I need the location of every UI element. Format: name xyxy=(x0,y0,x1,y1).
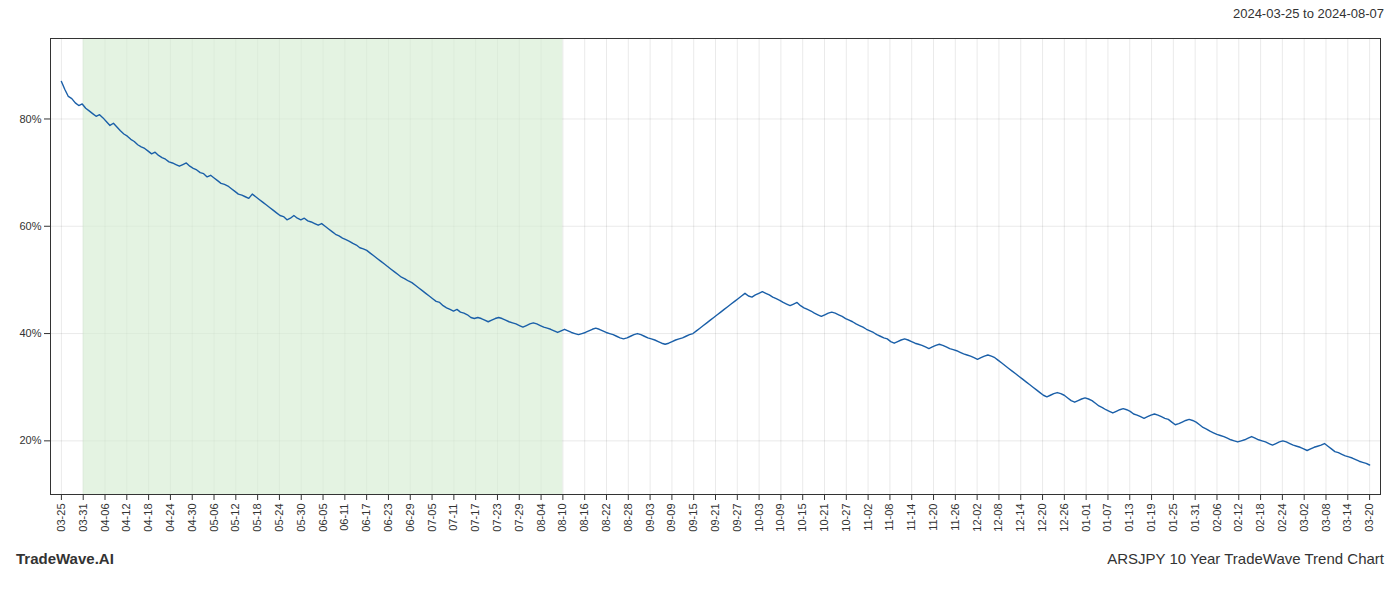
svg-text:07-05: 07-05 xyxy=(426,504,438,532)
svg-text:11-26: 11-26 xyxy=(949,504,961,531)
svg-text:07-29: 07-29 xyxy=(513,504,525,532)
svg-text:40%: 40% xyxy=(19,327,41,339)
svg-text:06-11: 06-11 xyxy=(338,504,350,531)
svg-text:06-17: 06-17 xyxy=(360,504,372,532)
svg-text:10-15: 10-15 xyxy=(796,504,808,532)
svg-text:11-02: 11-02 xyxy=(862,504,874,531)
svg-text:01-31: 01-31 xyxy=(1189,504,1201,532)
svg-text:10-03: 10-03 xyxy=(753,504,765,532)
html-text:TradeWave.AI: TradeWave.AI xyxy=(16,550,114,567)
svg-text:02-18: 02-18 xyxy=(1254,504,1266,532)
svg-text:01-25: 01-25 xyxy=(1167,504,1179,532)
svg-text:03-31: 03-31 xyxy=(77,504,89,532)
svg-text:05-30: 05-30 xyxy=(295,504,307,532)
svg-text:08-22: 08-22 xyxy=(600,504,612,532)
svg-text:04-24: 04-24 xyxy=(164,504,176,532)
svg-text:07-11: 07-11 xyxy=(447,504,459,531)
svg-text:06-23: 06-23 xyxy=(382,504,394,532)
svg-text:20%: 20% xyxy=(19,434,41,446)
svg-text:60%: 60% xyxy=(19,220,41,232)
svg-text:11-20: 11-20 xyxy=(927,504,939,531)
svg-text:01-19: 01-19 xyxy=(1145,504,1157,532)
svg-text:09-27: 09-27 xyxy=(731,504,743,532)
svg-text:02-24: 02-24 xyxy=(1276,504,1288,532)
svg-text:01-01: 01-01 xyxy=(1080,504,1092,532)
svg-text:01-07: 01-07 xyxy=(1101,504,1113,532)
svg-text:12-02: 12-02 xyxy=(971,504,983,532)
svg-text:09-09: 09-09 xyxy=(665,504,677,532)
svg-text:11-08: 11-08 xyxy=(883,504,895,531)
svg-text:12-14: 12-14 xyxy=(1014,504,1026,532)
svg-text:02-06: 02-06 xyxy=(1210,504,1222,532)
svg-text:08-10: 08-10 xyxy=(556,504,568,532)
svg-text:04-30: 04-30 xyxy=(186,504,198,532)
svg-text:06-05: 06-05 xyxy=(317,504,329,532)
svg-text:04-18: 04-18 xyxy=(142,504,154,532)
svg-text:05-12: 05-12 xyxy=(229,504,241,532)
html-text:2024-03-25 to 2024-08-07: 2024-03-25 to 2024-08-07 xyxy=(1232,6,1384,21)
svg-text:08-28: 08-28 xyxy=(622,504,634,532)
svg-text:03-25: 03-25 xyxy=(55,504,67,532)
svg-text:05-06: 05-06 xyxy=(208,504,220,532)
svg-text:12-08: 12-08 xyxy=(992,504,1004,532)
svg-text:08-04: 08-04 xyxy=(535,504,547,532)
svg-text:07-17: 07-17 xyxy=(469,504,481,532)
svg-text:09-21: 09-21 xyxy=(709,504,721,532)
svg-text:04-06: 04-06 xyxy=(99,504,111,532)
svg-text:03-14: 03-14 xyxy=(1341,504,1353,532)
svg-text:02-12: 02-12 xyxy=(1232,504,1244,532)
svg-text:01-13: 01-13 xyxy=(1123,504,1135,532)
svg-text:03-20: 03-20 xyxy=(1363,504,1375,532)
svg-text:05-24: 05-24 xyxy=(273,504,285,532)
html-text:ARSJPY 10 Year TradeWave Trend: ARSJPY 10 Year TradeWave Trend Chart xyxy=(1107,550,1384,567)
svg-text:10-21: 10-21 xyxy=(818,504,830,532)
svg-text:80%: 80% xyxy=(19,112,41,124)
svg-text:11-14: 11-14 xyxy=(905,504,917,531)
svg-text:05-18: 05-18 xyxy=(251,504,263,532)
svg-text:10-27: 10-27 xyxy=(840,504,852,532)
svg-text:10-09: 10-09 xyxy=(774,504,786,532)
svg-text:08-16: 08-16 xyxy=(578,504,590,532)
svg-text:03-08: 03-08 xyxy=(1320,504,1332,532)
svg-text:12-20: 12-20 xyxy=(1036,504,1048,532)
svg-text:12-26: 12-26 xyxy=(1058,504,1070,532)
svg-text:09-03: 09-03 xyxy=(644,504,656,532)
svg-text:04-12: 04-12 xyxy=(120,504,132,532)
svg-text:07-23: 07-23 xyxy=(491,504,503,532)
svg-text:09-15: 09-15 xyxy=(687,504,699,532)
svg-text:03-02: 03-02 xyxy=(1298,504,1310,532)
svg-text:06-29: 06-29 xyxy=(404,504,416,532)
